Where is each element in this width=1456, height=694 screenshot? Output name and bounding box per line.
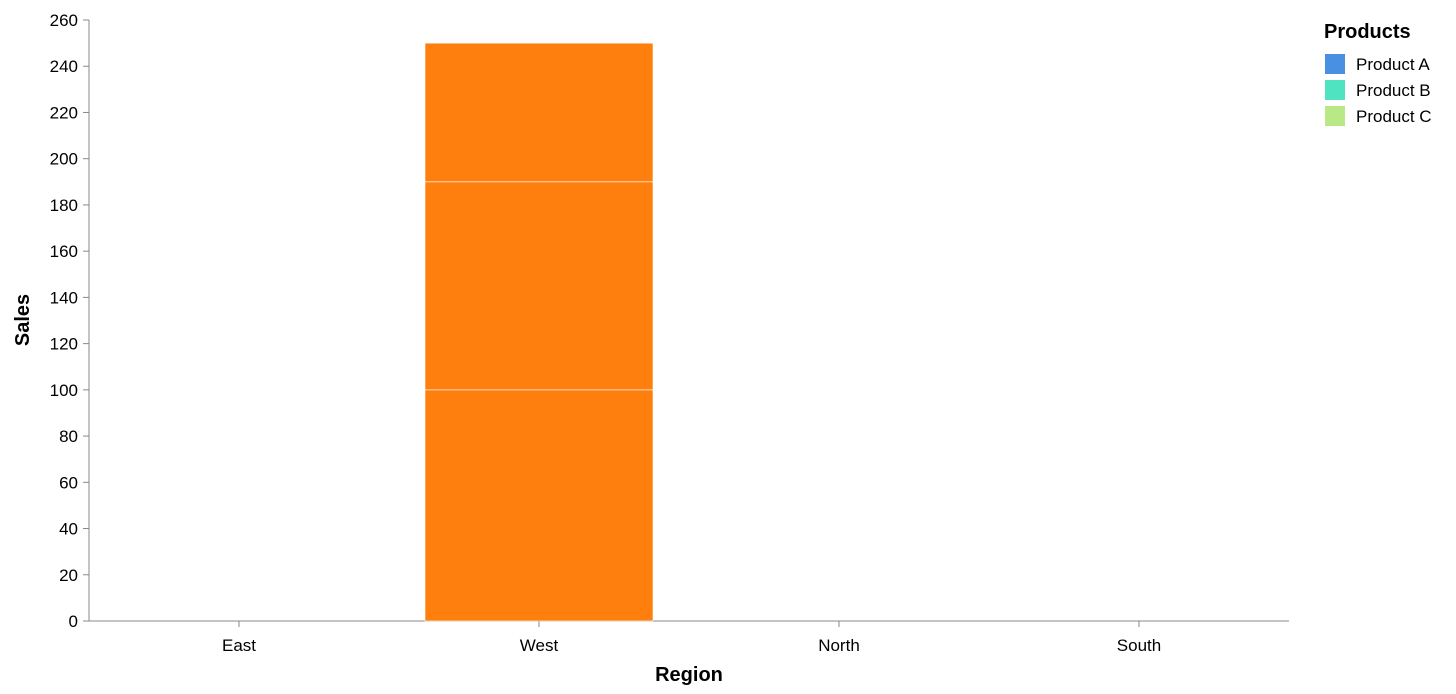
x-tick-label: West [520,636,559,655]
y-tick-label: 160 [50,242,78,261]
bars [424,42,654,622]
legend-swatch [1325,80,1345,100]
y-tick-label: 40 [59,520,78,539]
y-tick-label: 80 [59,427,78,446]
y-tick-label: 0 [69,612,78,631]
y-tick-label: 260 [50,11,78,30]
y-tick-label: 200 [50,150,78,169]
x-tick-label: East [222,636,256,655]
y-tick-label: 120 [50,335,78,354]
bar-segment [424,389,654,622]
legend-label: Product B [1356,81,1431,100]
y-axis-title: Sales [12,294,34,346]
y-tick-label: 100 [50,381,78,400]
legend-title: Products [1324,21,1411,43]
legend: Products Product A Product B Product C [1324,21,1432,126]
bar-segment [424,42,654,183]
y-tick-label: 60 [59,473,78,492]
legend-swatch [1325,54,1345,74]
legend-label: Product A [1356,55,1430,74]
y-axis: 0 20 40 60 80 100 120 140 160 180 200 220 240 260 [50,11,90,631]
y-tick-label: 20 [59,566,78,585]
legend-swatch [1325,106,1345,126]
x-tick-label: North [818,636,860,655]
y-tick-label: 180 [50,196,78,215]
x-axis-title: Region [655,664,723,686]
y-tick-label: 240 [50,57,78,76]
bar-segment [424,181,654,391]
x-tick-label: South [1117,636,1161,655]
y-tick-label: 140 [50,288,78,307]
x-axis: East West North South [89,620,1289,655]
legend-label: Product C [1356,107,1432,126]
y-tick-label: 220 [50,103,78,122]
